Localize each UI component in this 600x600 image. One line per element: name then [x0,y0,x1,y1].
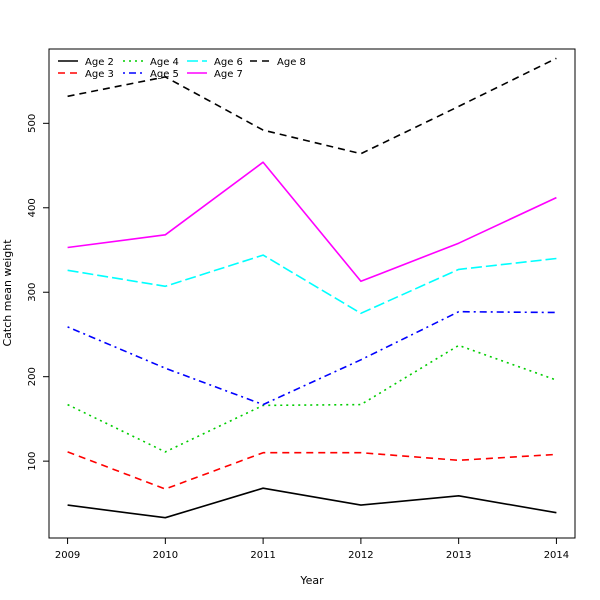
series-line-age-6 [67,254,557,315]
series-line-age-7 [67,161,557,283]
y-axis-title: Catch mean weight [1,239,14,347]
legend-label: Age 8 [277,57,306,68]
plot-frame [48,48,576,539]
legend-item-age-3: Age 3 [58,69,114,80]
x-tick-label: 2012 [348,550,373,561]
y-tick-label: 300 [27,283,38,302]
series-line-age-5 [67,310,557,406]
legend-label: Age 2 [85,57,114,68]
y-tick-label: 500 [27,114,38,133]
legend-item-age-7: Age 7 [187,69,243,80]
x-tick-label: 2014 [544,550,569,561]
y-axis: 100 200 300 400 500 [27,114,49,471]
y-tick-label: 400 [27,198,38,217]
x-axis-title: Year [299,574,324,587]
legend-item-age-4: Age 4 [123,57,179,68]
legend-label: Age 5 [150,69,179,80]
legend-item-age-6: Age 6 [187,57,243,68]
series-line-age-3 [67,451,557,490]
y-tick-label: 100 [27,452,38,471]
series-line-age-4 [67,344,557,453]
x-tick-label: 2013 [446,550,471,561]
y-tick-label: 200 [27,367,38,386]
legend-item-age-8: Age 8 [250,57,306,68]
legend-label: Age 4 [150,57,179,68]
x-tick-label: 2010 [153,550,178,561]
legend-item-age-5: Age 5 [123,69,179,80]
x-tick-label: 2011 [250,550,275,561]
legend-label: Age 6 [214,57,243,68]
series-line-age-2 [67,487,557,519]
x-tick-label: 2009 [55,550,80,561]
plot-lines [67,57,557,519]
legend-item-age-2: Age 2 [58,57,114,68]
series-line-age-8 [67,57,557,155]
x-axis: 2009 2010 2011 2012 2013 2014 [55,538,569,561]
legend-label: Age 3 [85,69,114,80]
legend-label: Age 7 [214,69,243,80]
